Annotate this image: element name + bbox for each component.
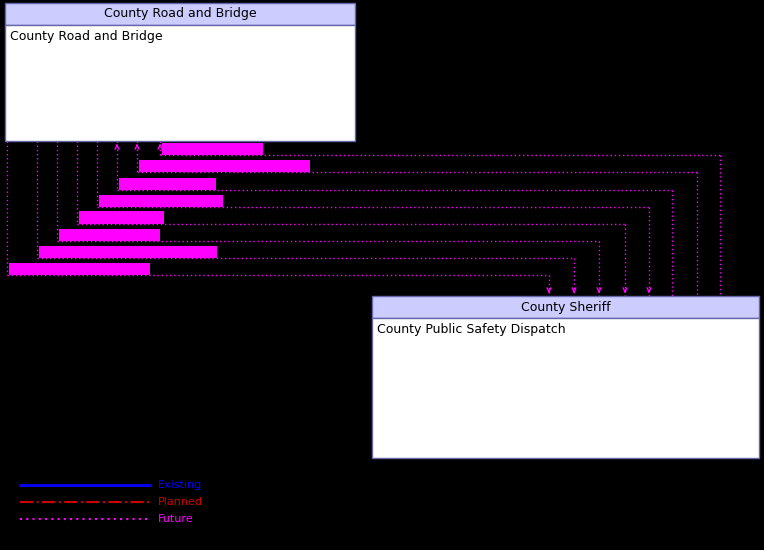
Text: Future: Future <box>158 514 193 524</box>
Text: County Public Safety Dispatch: County Public Safety Dispatch <box>377 323 565 336</box>
Text: County Sheriff: County Sheriff <box>521 300 610 313</box>
Text: flood warning_ud: flood warning_ud <box>80 212 163 223</box>
Text: maint and constr resource response: maint and constr resource response <box>40 247 216 257</box>
Text: incident information: incident information <box>163 144 262 154</box>
Text: maint and constr work plans: maint and constr work plans <box>10 264 150 274</box>
Bar <box>5 3 355 25</box>
Text: Planned: Planned <box>158 497 203 507</box>
Text: maint and constr resource request: maint and constr resource request <box>140 161 309 171</box>
Bar <box>372 318 759 458</box>
Text: County Road and Bridge: County Road and Bridge <box>104 8 256 20</box>
Text: work plan feedback: work plan feedback <box>120 179 215 189</box>
Text: incident information: incident information <box>60 230 159 240</box>
Bar <box>5 25 355 141</box>
Bar <box>372 296 759 318</box>
Text: Existing: Existing <box>158 480 202 490</box>
Text: current asset restrictions: current asset restrictions <box>100 196 222 206</box>
Text: County Road and Bridge: County Road and Bridge <box>10 30 163 43</box>
